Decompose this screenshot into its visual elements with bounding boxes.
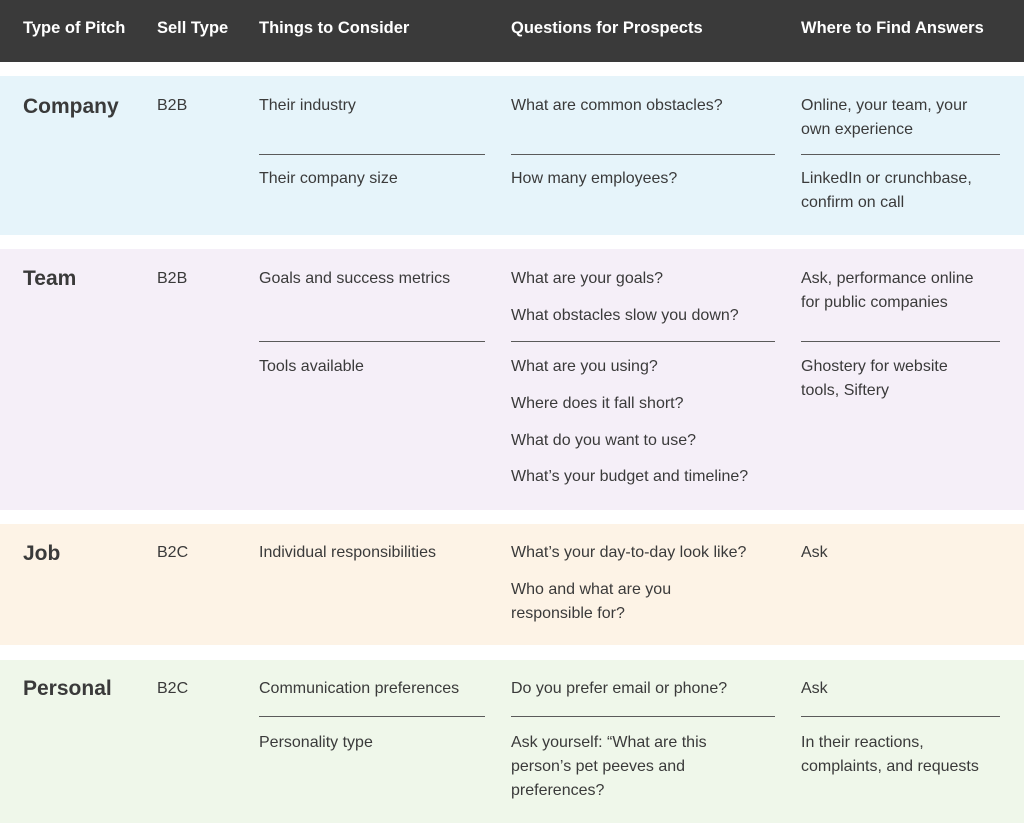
consider-item: Personality type	[259, 734, 373, 751]
answer-item: tools, Siftery	[801, 382, 890, 399]
sell-type-label: B2B	[157, 97, 188, 114]
question-item: What are common obstacles?	[511, 97, 723, 114]
consider-item: Communication preferences	[259, 680, 460, 697]
answer-item: complaints, and requests	[801, 758, 979, 775]
row-divider	[801, 154, 1000, 155]
question-item: Where does it fall short?	[511, 395, 684, 412]
question-item: What do you want to use?	[511, 432, 696, 449]
row-divider	[511, 154, 775, 155]
answer-item: In their reactions,	[801, 734, 924, 751]
sell-type-label: B2C	[157, 680, 189, 697]
row-divider	[511, 341, 775, 342]
row-divider	[259, 716, 485, 717]
answer-item: own experience	[801, 121, 914, 138]
question-item: Who and what are you	[511, 581, 672, 598]
answer-item: Ask	[801, 544, 828, 561]
header-things-to-consider: Things to Consider	[259, 19, 410, 37]
table-header: Type of Pitch Sell Type Things to Consid…	[0, 0, 1024, 62]
answer-item: Ask, performance online	[801, 270, 974, 287]
question-item: What are you using?	[511, 358, 658, 375]
pitch-type-label: Personal	[23, 677, 112, 700]
sell-type-label: B2B	[157, 270, 188, 287]
section-personal: Personal B2C Communication preferences D…	[0, 660, 1024, 823]
consider-item: Their company size	[259, 170, 398, 187]
question-item: Ask yourself: “What are this	[511, 734, 707, 751]
sell-type-label: B2C	[157, 544, 189, 561]
section-job: Job B2C Individual responsibilities What…	[0, 524, 1024, 645]
answer-item: Ghostery for website	[801, 358, 948, 375]
row-divider	[801, 341, 1000, 342]
header-sell-type: Sell Type	[157, 19, 229, 37]
question-item: Do you prefer email or phone?	[511, 680, 728, 697]
pitch-type-label: Team	[23, 267, 77, 290]
consider-item: Tools available	[259, 358, 364, 375]
pitch-type-label: Company	[23, 95, 119, 118]
consider-item: Individual responsibilities	[259, 544, 436, 561]
row-divider	[511, 716, 775, 717]
answer-item: LinkedIn or crunchbase,	[801, 170, 972, 187]
row-divider	[259, 341, 485, 342]
consider-item: Goals and success metrics	[259, 270, 451, 287]
header-type-of-pitch: Type of Pitch	[23, 19, 126, 37]
row-divider	[259, 154, 485, 155]
section-team: Team B2B Goals and success metrics What …	[0, 249, 1024, 510]
question-item: responsible for?	[511, 605, 625, 622]
question-item: preferences?	[511, 782, 605, 799]
question-item: How many employees?	[511, 170, 678, 187]
row-divider	[801, 716, 1000, 717]
question-item: What obstacles slow you down?	[511, 307, 739, 324]
question-item: person’s pet peeves and	[511, 758, 686, 775]
section-company: Company B2B Their industry What are comm…	[0, 76, 1024, 235]
answer-item: Online, your team, your	[801, 97, 968, 114]
consider-item: Their industry	[259, 97, 356, 114]
pitch-type-label: Job	[23, 542, 61, 565]
question-item: What are your goals?	[511, 270, 664, 287]
answer-item: for public companies	[801, 294, 948, 311]
question-item: What’s your budget and timeline?	[511, 468, 749, 485]
answer-item: confirm on call	[801, 194, 905, 211]
question-item: What’s your day-to-day look like?	[511, 544, 747, 561]
answer-item: Ask	[801, 680, 828, 697]
header-questions-for-prospects: Questions for Prospects	[511, 19, 703, 37]
header-where-to-find-answers: Where to Find Answers	[801, 19, 984, 37]
